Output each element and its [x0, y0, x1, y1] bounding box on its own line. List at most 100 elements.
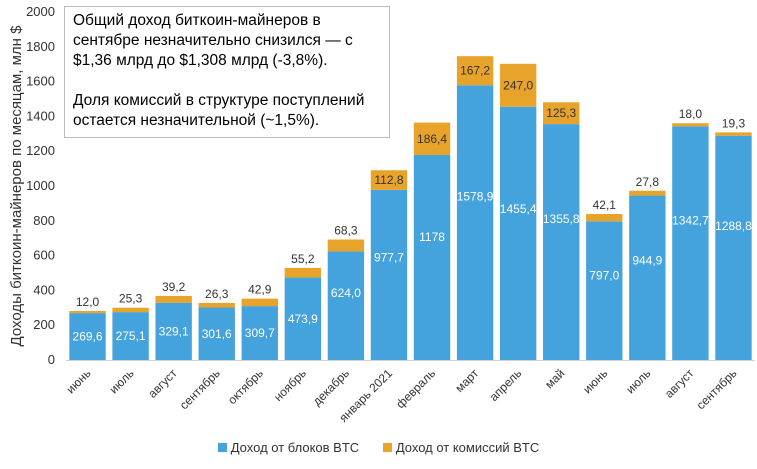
data-label-fees: 112,8: [374, 173, 403, 187]
bar-fees: [241, 298, 278, 307]
x-tick-label: сентябрь: [694, 366, 740, 412]
data-label-fees: 167,2: [460, 64, 490, 78]
data-label-blocks: 1355,8: [543, 212, 580, 226]
bar-blocks: [327, 251, 365, 360]
bar-fees: [327, 239, 365, 252]
bar-blocks: [370, 189, 408, 360]
bar-fees: [586, 213, 623, 222]
bar-fees: [284, 267, 322, 278]
y-tick-label: 1000: [26, 178, 55, 193]
data-label-fees: 25,3: [119, 292, 143, 306]
data-label-fees: 42,9: [248, 283, 272, 297]
legend-swatch-fees: [382, 443, 392, 452]
data-label-fees: 68,3: [334, 224, 358, 238]
x-tick-label: апрель: [487, 366, 525, 404]
y-tick-label: 1200: [26, 143, 55, 158]
data-label-fees: 19,3: [722, 116, 746, 130]
x-tick-label: февраль: [393, 366, 438, 411]
legend-item-blocks: Доход от блоков BTC: [217, 440, 360, 455]
data-label-fees: 12,0: [76, 295, 100, 309]
bar-blocks: [672, 126, 709, 360]
x-tick-label: август: [662, 366, 697, 401]
x-tick-label: июнь: [580, 366, 610, 396]
data-label-blocks: 269,6: [73, 330, 103, 344]
bar-blocks: [112, 312, 149, 360]
x-tick-label: сентябрь: [177, 366, 223, 412]
data-label-blocks: 275,1: [116, 329, 146, 343]
bar-fees: [456, 56, 494, 86]
data-label-blocks: 1178: [419, 230, 445, 244]
x-tick-label: май: [542, 366, 567, 391]
x-tick-label: ноябрь: [271, 366, 309, 404]
data-label-fees: 39,2: [162, 280, 186, 294]
bar-fees: [69, 311, 106, 314]
data-label-blocks: 1455,4: [500, 202, 537, 216]
y-tick-label: 1400: [26, 108, 55, 123]
y-tick-label: 600: [33, 248, 55, 263]
y-tick-label: 1600: [26, 74, 55, 89]
annotation-box: Общий доход биткоин-майнеров в сентябре …: [64, 6, 390, 138]
bar-fees: [413, 122, 451, 156]
bar-fees: [543, 102, 580, 125]
bar-blocks: [241, 306, 278, 360]
bar-blocks: [586, 221, 623, 360]
y-tick-label: 1800: [26, 39, 55, 54]
y-tick-label: 0: [48, 352, 55, 367]
bar-blocks: [69, 313, 106, 360]
data-label-fees: 26,3: [205, 287, 229, 301]
legend-swatch-blocks: [217, 443, 227, 452]
data-label-fees: 55,2: [291, 252, 315, 266]
bar-blocks: [456, 85, 494, 361]
data-label-fees: 125,3: [546, 106, 576, 120]
x-tick-label: июль: [107, 366, 137, 396]
data-label-blocks: 309,7: [245, 326, 275, 340]
bar-blocks: [499, 106, 537, 360]
y-tick-label: 200: [33, 317, 55, 332]
bar-fees: [499, 63, 537, 107]
data-label-blocks: 944,9: [632, 254, 662, 268]
bar-blocks: [413, 155, 451, 360]
data-label-blocks: 301,6: [202, 327, 232, 341]
data-label-blocks: 1578,9: [457, 190, 494, 204]
bar-blocks: [155, 302, 192, 360]
data-label-blocks: 1342,7: [672, 213, 709, 227]
bar-fees: [715, 132, 752, 136]
x-tick-label: декабрь: [310, 366, 352, 408]
x-tick-label: июнь: [64, 366, 94, 396]
bar-fees: [370, 170, 408, 190]
bar-fees: [198, 302, 235, 308]
x-tick-label: июль: [623, 366, 653, 396]
bar-blocks: [629, 195, 666, 360]
y-tick-label: 2000: [26, 4, 55, 19]
x-tick-label: март: [452, 366, 481, 395]
data-label-blocks: 473,9: [288, 312, 318, 326]
y-axis-title: Доходы биткоин-майнеров по месяцам, млн …: [8, 25, 25, 347]
legend-label-fees: Доход от комиссий BTC: [395, 440, 540, 455]
data-label-fees: 247,0: [503, 78, 533, 92]
data-label-fees: 18,0: [679, 107, 703, 121]
annotation-text-1: Общий доход биткоин-майнеров в сентябре …: [73, 12, 353, 69]
annotation-text-2: Доля комиссий в структуре поступлений ос…: [73, 92, 365, 129]
legend-item-fees: Доход от комиссий BTC: [382, 440, 540, 455]
legend-label-blocks: Доход от блоков BTC: [230, 440, 360, 455]
x-tick-label: август: [145, 366, 180, 401]
data-label-blocks: 624,0: [331, 286, 361, 300]
bar-fees: [112, 307, 149, 313]
legend: Доход от блоков BTC Доход от комиссий BT…: [0, 440, 757, 455]
data-label-fees: 27,8: [636, 175, 660, 189]
data-label-blocks: 977,7: [374, 250, 404, 264]
bar-blocks: [198, 307, 235, 360]
data-label-fees: 42,1: [593, 198, 617, 212]
bar-blocks: [543, 124, 580, 361]
data-label-blocks: 329,1: [159, 324, 189, 338]
data-label-blocks: 797,0: [589, 269, 619, 283]
y-tick-label: 800: [33, 213, 55, 228]
bar-fees: [629, 190, 666, 196]
bar-blocks: [284, 277, 322, 360]
bar-fees: [155, 295, 192, 303]
bar-blocks: [715, 135, 752, 360]
bar-fees: [672, 123, 709, 127]
data-label-blocks: 1288,8: [715, 219, 752, 233]
x-tick-label: октябрь: [225, 366, 266, 407]
